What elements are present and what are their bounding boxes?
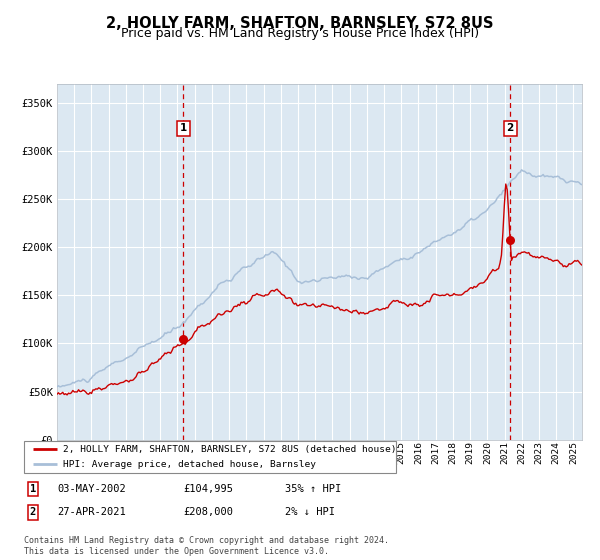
Text: Price paid vs. HM Land Registry's House Price Index (HPI): Price paid vs. HM Land Registry's House …: [121, 27, 479, 40]
Text: £208,000: £208,000: [183, 507, 233, 517]
Text: Contains HM Land Registry data © Crown copyright and database right 2024.
This d: Contains HM Land Registry data © Crown c…: [24, 536, 389, 556]
Text: 1: 1: [30, 484, 36, 494]
Text: 2, HOLLY FARM, SHAFTON, BARNSLEY, S72 8US (detached house): 2, HOLLY FARM, SHAFTON, BARNSLEY, S72 8U…: [63, 445, 397, 454]
Text: £104,995: £104,995: [183, 484, 233, 494]
Text: 2% ↓ HPI: 2% ↓ HPI: [285, 507, 335, 517]
Text: 2: 2: [506, 123, 514, 133]
Text: 03-MAY-2002: 03-MAY-2002: [57, 484, 126, 494]
Text: 2, HOLLY FARM, SHAFTON, BARNSLEY, S72 8US: 2, HOLLY FARM, SHAFTON, BARNSLEY, S72 8U…: [106, 16, 494, 31]
FancyBboxPatch shape: [24, 441, 396, 473]
Text: 35% ↑ HPI: 35% ↑ HPI: [285, 484, 341, 494]
Text: 1: 1: [180, 123, 187, 133]
Text: 2: 2: [30, 507, 36, 517]
Text: 27-APR-2021: 27-APR-2021: [57, 507, 126, 517]
Text: HPI: Average price, detached house, Barnsley: HPI: Average price, detached house, Barn…: [63, 460, 316, 469]
